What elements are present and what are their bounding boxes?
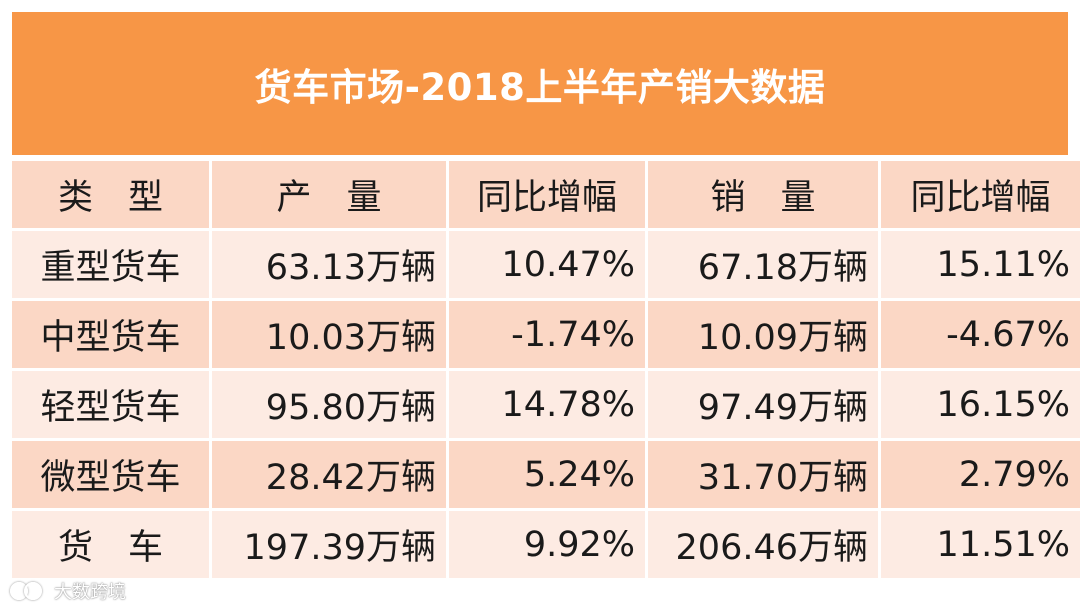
header-sales-yoy: 同比增幅 xyxy=(881,161,1080,228)
cell-type: 中型货车 xyxy=(12,301,209,368)
watermark: 大数跨境 xyxy=(8,578,126,604)
cell-type: 重型货车 xyxy=(12,231,209,298)
cell-production-yoy: 5.24% xyxy=(449,441,645,508)
cell-sales-yoy: 15.11% xyxy=(881,231,1080,298)
cell-production: 197.39万辆 xyxy=(212,511,446,578)
cell-production: 63.13万辆 xyxy=(212,231,446,298)
header-type: 类 型 xyxy=(12,161,209,228)
table-row: 中型货车 10.03万辆 -1.74% 10.09万辆 -4.67% xyxy=(12,301,1080,368)
table-row: 货 车 197.39万辆 9.92% 206.46万辆 11.51% xyxy=(12,511,1080,578)
cell-sales-yoy: 2.79% xyxy=(881,441,1080,508)
data-table: 类 型 产 量 同比增幅 销 量 同比增幅 重型货车 63.13万辆 10.47… xyxy=(9,158,1080,581)
cell-production-yoy: 14.78% xyxy=(449,371,645,438)
cell-production: 28.42万辆 xyxy=(212,441,446,508)
table-row: 轻型货车 95.80万辆 14.78% 97.49万辆 16.15% xyxy=(12,371,1080,438)
cell-sales: 31.70万辆 xyxy=(648,441,878,508)
header-sales: 销 量 xyxy=(648,161,878,228)
cell-sales: 10.09万辆 xyxy=(648,301,878,368)
cell-production-yoy: 9.92% xyxy=(449,511,645,578)
page-title: 货车市场-2018上半年产销大数据 xyxy=(254,65,826,109)
cell-type: 货 车 xyxy=(12,511,209,578)
header-production: 产 量 xyxy=(212,161,446,228)
cell-sales-yoy: 16.15% xyxy=(881,371,1080,438)
cell-sales: 67.18万辆 xyxy=(648,231,878,298)
cell-production-yoy: 10.47% xyxy=(449,231,645,298)
table-row: 重型货车 63.13万辆 10.47% 67.18万辆 15.11% xyxy=(12,231,1080,298)
table-header-row: 类 型 产 量 同比增幅 销 量 同比增幅 xyxy=(12,161,1080,228)
cell-sales-yoy: -4.67% xyxy=(881,301,1080,368)
watermark-text: 大数跨境 xyxy=(54,582,126,603)
cell-sales: 206.46万辆 xyxy=(648,511,878,578)
header-production-yoy: 同比增幅 xyxy=(449,161,645,228)
cell-production: 10.03万辆 xyxy=(212,301,446,368)
cell-sales-yoy: 11.51% xyxy=(881,511,1080,578)
cell-production-yoy: -1.74% xyxy=(449,301,645,368)
title-banner: 货车市场-2018上半年产销大数据 xyxy=(12,12,1068,155)
watermark-logo-icon xyxy=(8,580,48,602)
cell-sales: 97.49万辆 xyxy=(648,371,878,438)
table-row: 微型货车 28.42万辆 5.24% 31.70万辆 2.79% xyxy=(12,441,1080,508)
cell-type: 轻型货车 xyxy=(12,371,209,438)
cell-type: 微型货车 xyxy=(12,441,209,508)
cell-production: 95.80万辆 xyxy=(212,371,446,438)
